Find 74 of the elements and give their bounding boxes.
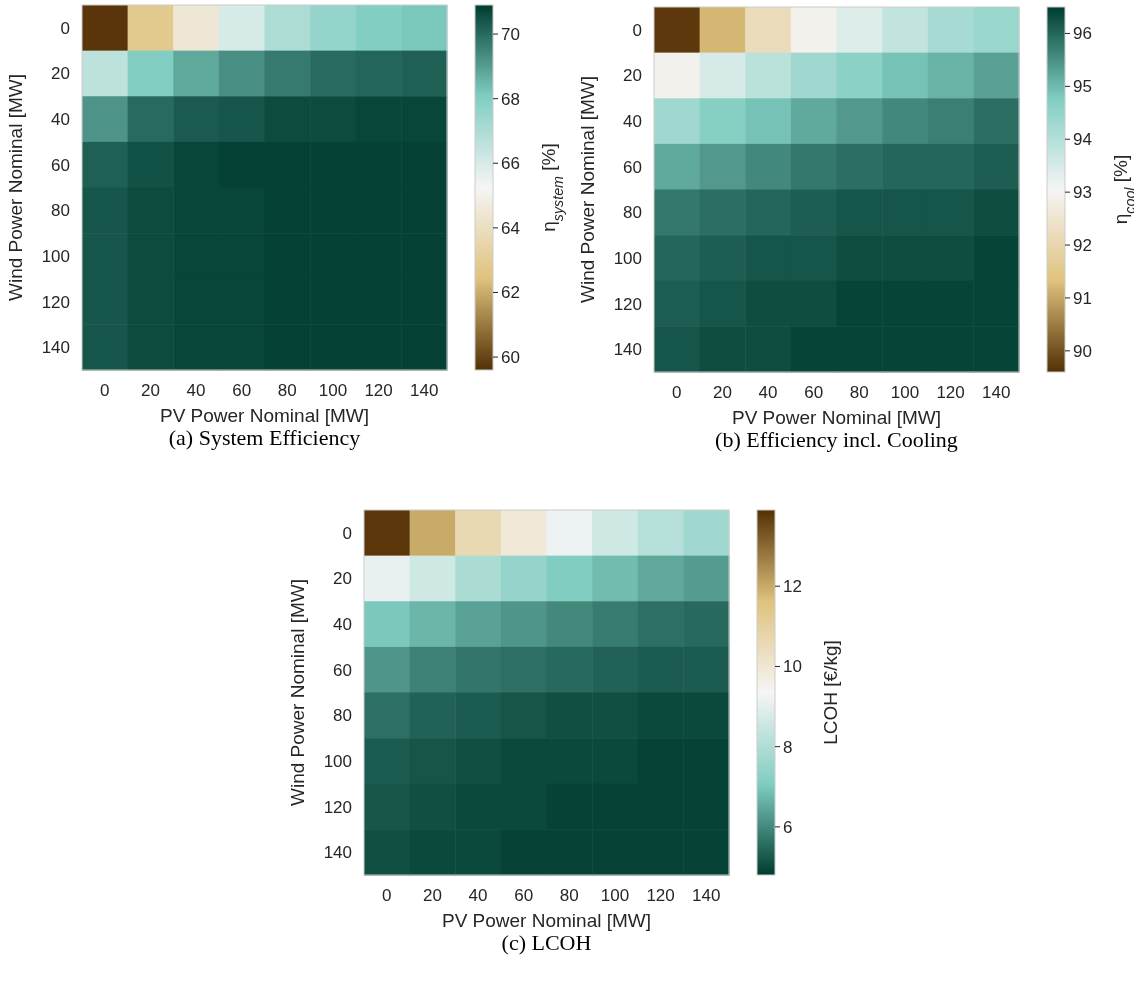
- color-bar-label: 68: [501, 89, 520, 109]
- text: (b) Efficiency incl. Cooling: [715, 427, 958, 452]
- x-tick-label: 100: [600, 886, 630, 905]
- y-tick-label: 100: [41, 246, 70, 266]
- color-bar-label: 10: [783, 657, 802, 677]
- y-tick-label: 20: [333, 569, 352, 589]
- color-bar-label: 95: [1073, 77, 1092, 97]
- y-axis-title: Wind Power Nominal [MW]: [287, 579, 308, 806]
- y-tick-label: 100: [323, 751, 352, 771]
- y-tick-label: 0: [632, 20, 642, 40]
- x-tick-label: 20: [712, 383, 732, 402]
- color-bar-label: 90: [1073, 341, 1092, 361]
- color-bar-label: 91: [1073, 288, 1092, 308]
- x-tick-label: 80: [277, 381, 297, 400]
- x-tick-label: 100: [890, 383, 920, 402]
- color-bar-label: 96: [1073, 24, 1092, 44]
- x-tick-label: 120: [646, 886, 675, 905]
- color-bar-label: 94: [1073, 130, 1092, 150]
- y-tick-label: 120: [41, 292, 70, 312]
- y-tick-label: 80: [623, 203, 642, 223]
- x-tick-label: 40: [468, 886, 488, 905]
- x-tick-label: 60: [232, 381, 252, 400]
- y-tick-label: 140: [41, 338, 70, 358]
- y-tick-label: 60: [333, 660, 352, 680]
- y-tick-label: 60: [623, 157, 642, 177]
- x-tick-label: 140: [692, 886, 721, 905]
- y-tick-label: 80: [51, 201, 70, 221]
- y-tick-label: 100: [613, 248, 642, 268]
- y-tick-label: 20: [623, 66, 642, 86]
- text: (c) LCOH: [501, 930, 592, 955]
- y-tick-label: 140: [323, 843, 352, 863]
- color-bar-label: 6: [783, 817, 793, 837]
- x-tick-label: 60: [514, 886, 534, 905]
- color-bar-label: 62: [501, 283, 520, 303]
- x-tick-label: 80: [849, 383, 869, 402]
- x-tick-label: 40: [186, 381, 206, 400]
- color-bar-label: 92: [1073, 235, 1092, 255]
- y-tick-label: 20: [51, 64, 70, 84]
- y-axis-title: Wind Power Nominal [MW]: [577, 76, 598, 303]
- x-tick-label: 120: [936, 383, 965, 402]
- x-tick-label: 140: [982, 383, 1011, 402]
- y-tick-label: 40: [333, 615, 352, 635]
- x-tick-label: 120: [364, 381, 393, 400]
- y-tick-label: 120: [323, 797, 352, 817]
- color-bar-label: 12: [783, 577, 802, 597]
- x-tick-label: 80: [559, 886, 579, 905]
- color-bar-label: 64: [501, 218, 520, 238]
- color-bar-label: 60: [501, 348, 520, 368]
- color-bar-label: 8: [783, 737, 793, 757]
- color-bar-label: 66: [501, 154, 520, 174]
- y-tick-label: 60: [51, 155, 70, 175]
- x-tick-label: 140: [410, 381, 439, 400]
- x-tick-label: 0: [382, 886, 392, 905]
- y-tick-label: 120: [613, 294, 642, 314]
- x-axis-title: PV Power Nominal [MW]: [731, 407, 942, 428]
- x-axis-title: PV Power Nominal [MW]: [441, 910, 652, 931]
- x-tick-label: 60: [804, 383, 824, 402]
- y-tick-label: 80: [333, 706, 352, 726]
- y-axis-title: Wind Power Nominal [MW]: [5, 74, 26, 301]
- y-tick-label: 0: [342, 523, 352, 543]
- y-tick-label: 40: [51, 110, 70, 130]
- x-tick-label: 0: [100, 381, 110, 400]
- color-bar-label: 93: [1073, 183, 1092, 203]
- y-tick-label: 140: [613, 340, 642, 360]
- x-tick-label: 0: [672, 383, 682, 402]
- y-tick-label: 0: [60, 18, 70, 38]
- x-tick-label: 20: [140, 381, 160, 400]
- color-bar-label: 70: [501, 25, 520, 45]
- color-bar-title: LCOH [€/kg]: [820, 640, 841, 745]
- x-tick-label: 40: [758, 383, 778, 402]
- x-axis-title: PV Power Nominal [MW]: [159, 405, 370, 426]
- y-tick-label: 40: [623, 112, 642, 132]
- x-tick-label: 20: [422, 886, 442, 905]
- text: (a) System Efficiency: [168, 425, 361, 450]
